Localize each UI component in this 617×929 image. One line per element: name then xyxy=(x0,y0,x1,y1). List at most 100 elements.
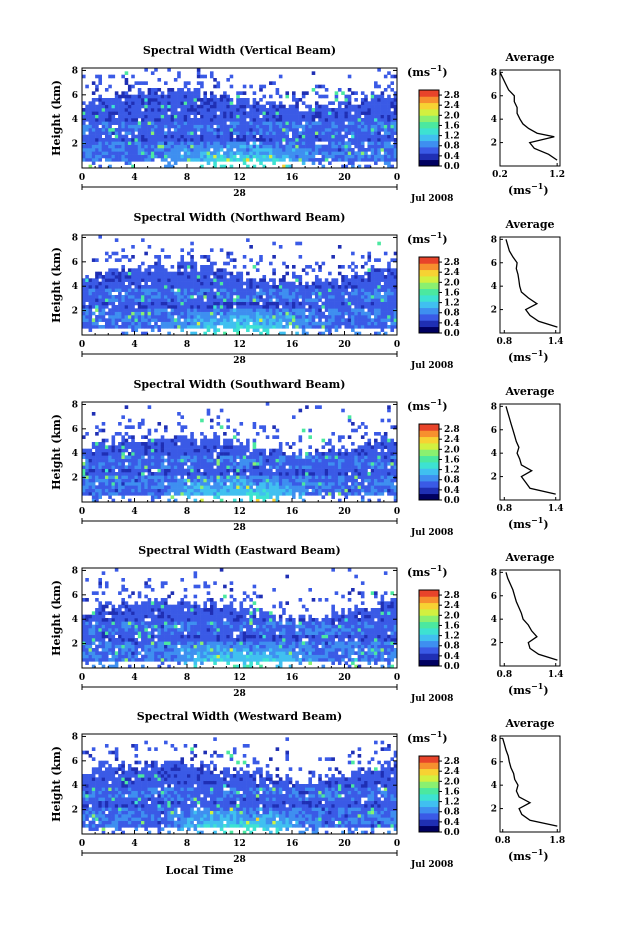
heatmap-cell xyxy=(160,488,165,493)
heatmap-cell xyxy=(190,298,194,302)
heatmap-cell xyxy=(193,485,198,489)
heatmap-cell xyxy=(183,478,188,483)
heatmap-cell xyxy=(364,321,368,326)
heatmap-cell xyxy=(177,144,181,149)
heatmap-cell xyxy=(282,158,286,162)
heatmap-cell xyxy=(311,281,316,286)
heatmap-cell xyxy=(108,118,112,122)
heatmap-cell xyxy=(278,298,283,302)
heatmap-cell xyxy=(147,318,152,322)
heatmap-cell xyxy=(219,488,224,493)
heatmap-cell xyxy=(249,121,253,125)
heatmap-cell xyxy=(380,295,385,299)
heatmap-cell xyxy=(209,305,214,309)
heatmap-cell xyxy=(288,148,293,152)
heatmap-cell xyxy=(262,118,267,122)
heatmap-cell xyxy=(298,435,303,439)
heatmap-cell xyxy=(141,445,145,449)
heatmap-cell xyxy=(127,425,132,429)
heatmap-cell xyxy=(203,308,207,312)
heatmap-cell xyxy=(167,488,171,493)
heatmap-cell xyxy=(118,475,122,479)
heatmap-cell xyxy=(203,91,207,95)
heatmap-cell xyxy=(173,98,178,102)
heatmap-cell xyxy=(275,134,280,139)
heatmap-cell xyxy=(262,158,267,162)
heatmap-cell xyxy=(275,144,280,149)
heatmap-cell xyxy=(173,442,178,446)
heatmap-cell xyxy=(239,308,244,312)
heatmap-cell xyxy=(354,315,358,319)
heatmap-cell xyxy=(252,111,257,115)
heatmap-cell xyxy=(213,442,217,446)
heatmap-cell xyxy=(170,275,175,279)
heatmap-cell xyxy=(88,154,93,159)
heatmap-cell xyxy=(259,478,263,483)
heatmap-cell xyxy=(187,121,191,125)
heatmap-cell xyxy=(232,121,237,125)
heatmap-cell xyxy=(367,131,372,135)
heatmap-cell xyxy=(147,268,152,272)
heatmap-cell xyxy=(367,148,372,152)
heatmap-cell xyxy=(88,455,93,459)
heatmap-cell xyxy=(272,485,276,489)
heatmap-cell xyxy=(203,458,207,463)
heatmap-cell xyxy=(252,422,257,426)
heatmap-cell xyxy=(360,104,365,109)
heatmap-cell xyxy=(170,121,175,125)
heatmap-cell xyxy=(167,311,171,316)
heatmap-cell xyxy=(354,121,358,125)
heatmap-cell xyxy=(216,285,221,289)
heatmap-cell xyxy=(95,305,99,309)
heatmap-cell xyxy=(187,301,191,306)
colorbar-swatch xyxy=(419,128,439,135)
heatmap-cell xyxy=(374,331,378,336)
heatmap-cell xyxy=(164,101,168,105)
heatmap-cell xyxy=(150,118,155,122)
heatmap-cell xyxy=(246,301,250,306)
heatmap-cell xyxy=(190,468,194,473)
heatmap-cell xyxy=(95,141,99,145)
heatmap-cell xyxy=(226,321,230,326)
heatmap-cell xyxy=(114,485,119,489)
heatmap-cell xyxy=(321,128,326,132)
heatmap-cell xyxy=(390,305,395,309)
heatmap-cell xyxy=(262,475,267,479)
heatmap-cell xyxy=(285,131,290,135)
heatmap-cell xyxy=(219,485,224,489)
heatmap-cell xyxy=(324,131,329,135)
heatmap-cell xyxy=(328,288,332,292)
heatmap-cell xyxy=(219,108,224,112)
heatmap-cell xyxy=(193,288,198,292)
heatmap-cell xyxy=(180,148,185,152)
heatmap-cell xyxy=(111,468,116,473)
heatmap-cell xyxy=(190,268,194,272)
y-tick-label: 2 xyxy=(72,140,78,150)
heatmap-cell xyxy=(301,475,306,479)
heatmap-cell xyxy=(127,101,132,105)
heatmap-cell xyxy=(370,301,375,306)
heatmap-cell xyxy=(127,315,132,319)
heatmap-cell xyxy=(259,121,263,125)
heatmap-cell xyxy=(292,311,296,316)
colorbar-tick-label: 0.8 xyxy=(444,309,460,319)
heatmap-cell xyxy=(104,475,109,479)
heatmap-cell xyxy=(209,124,214,129)
heatmap-cell xyxy=(114,94,119,99)
heatmap-cell xyxy=(324,291,329,296)
heatmap-cell xyxy=(229,448,234,453)
heatmap-cell xyxy=(167,498,171,503)
heatmap-cell xyxy=(190,151,194,155)
heatmap-cell xyxy=(164,301,168,306)
heatmap-cell xyxy=(347,311,352,316)
heatmap-cell xyxy=(246,101,250,105)
heatmap-cell xyxy=(305,288,309,292)
heatmap-cell xyxy=(219,462,224,466)
heatmap-cell xyxy=(226,318,230,322)
heatmap-cell xyxy=(124,138,129,142)
heatmap-cell xyxy=(239,91,244,95)
heatmap-cell xyxy=(275,295,280,299)
heatmap-cell xyxy=(193,114,198,119)
heatmap-cell xyxy=(101,308,106,312)
x-tick-label: 8 xyxy=(184,173,190,183)
